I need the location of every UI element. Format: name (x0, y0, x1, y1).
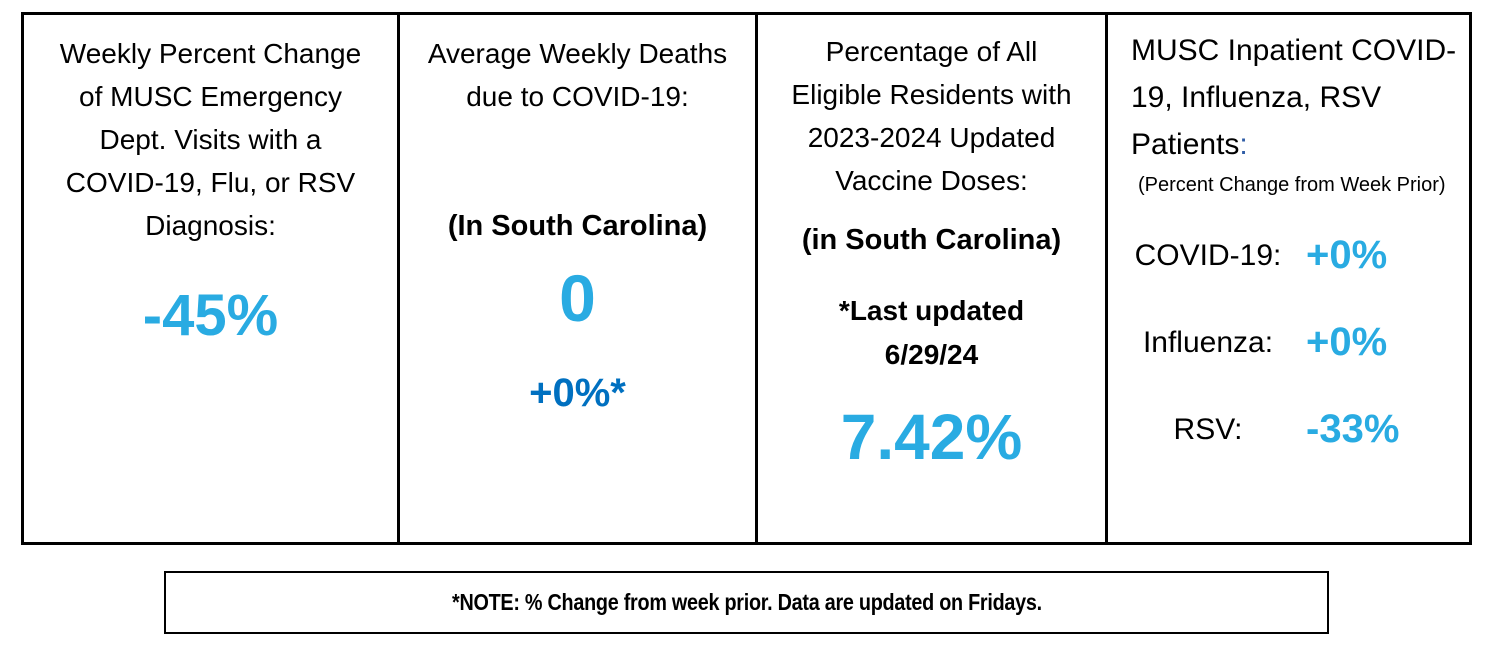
title-line-text: Patients (1131, 128, 1240, 161)
panel-weekly-deaths-title: Average Weekly Deaths due to COVID-19: (400, 15, 755, 118)
ed-visits-change-value: -45% (142, 283, 279, 348)
stat-row-rsv: RSV: -33% (1108, 407, 1469, 452)
footer-note-text: *NOTE: % Change from week prior. Data ar… (451, 589, 1042, 615)
title-line: Average Weekly Deaths (427, 38, 728, 69)
title-line: Weekly Percent Change (59, 38, 362, 69)
stat-value: +0% (1306, 320, 1388, 364)
panel-inpatient-title: MUSC Inpatient COVID- 19, Influenza, RSV… (1108, 15, 1469, 168)
stat-label: COVID-19: (1134, 238, 1282, 272)
vaccine-percentage-value: 7.42% (840, 401, 1023, 473)
last-updated-date: 6/29/24 (884, 339, 979, 370)
stat-value: +0% (1306, 233, 1388, 277)
title-line: COVID-19, Flu, or RSV (65, 167, 356, 198)
title-line: Diagnosis: (145, 210, 276, 241)
panel-ed-visits-title: Weekly Percent Change of MUSC Emergency … (24, 15, 397, 247)
weekly-deaths-region-label: (In South Carolina) (447, 210, 708, 242)
footer-note-box: *NOTE: % Change from week prior. Data ar… (164, 571, 1329, 634)
title-colon: : (1239, 128, 1248, 161)
stat-label: Influenza: (1142, 325, 1274, 359)
stat-panels-row: Weekly Percent Change of MUSC Emergency … (21, 12, 1472, 545)
weekly-deaths-value: 0 (559, 261, 596, 335)
vaccine-region-label: (in South Carolina) (801, 224, 1062, 256)
inpatient-subtitle: (Percent Change from Week Prior) (1138, 174, 1446, 196)
stat-row-covid: COVID-19: +0% (1108, 233, 1469, 278)
panel-inpatient-changes: MUSC Inpatient COVID- 19, Influenza, RSV… (1105, 12, 1472, 545)
title-line: MUSC Inpatient COVID- (1131, 34, 1457, 67)
title-line: Percentage of All (825, 36, 1038, 67)
title-line: Dept. Visits with a (99, 124, 322, 155)
stat-value: -33% (1306, 407, 1400, 451)
vaccine-last-updated: *Last updated 6/29/24 (758, 289, 1105, 377)
panel-weekly-deaths: Average Weekly Deaths due to COVID-19: (… (397, 12, 758, 545)
title-line: 19, Influenza, RSV (1131, 81, 1382, 114)
title-line: due to COVID-19: (466, 81, 689, 112)
title-line: of MUSC Emergency (79, 81, 342, 112)
title-line: Vaccine Doses: (835, 165, 1028, 196)
panel-vaccine-percentage: Percentage of All Eligible Residents wit… (755, 12, 1108, 545)
title-line: Eligible Residents with (791, 79, 1072, 110)
stat-row-influenza: Influenza: +0% (1108, 320, 1469, 365)
stat-label: RSV: (1173, 412, 1243, 446)
last-updated-line: *Last updated (838, 295, 1025, 326)
title-line: 2023-2024 Updated (807, 122, 1056, 153)
panel-ed-visits-change: Weekly Percent Change of MUSC Emergency … (21, 12, 400, 545)
panel-vaccine-title: Percentage of All Eligible Residents wit… (758, 15, 1105, 202)
title-line: Patients: (1131, 121, 1469, 168)
weekly-deaths-change-value: +0%* (529, 371, 626, 415)
inpatient-stat-rows: COVID-19: +0% Influenza: +0% RSV: -33% (1108, 233, 1469, 452)
